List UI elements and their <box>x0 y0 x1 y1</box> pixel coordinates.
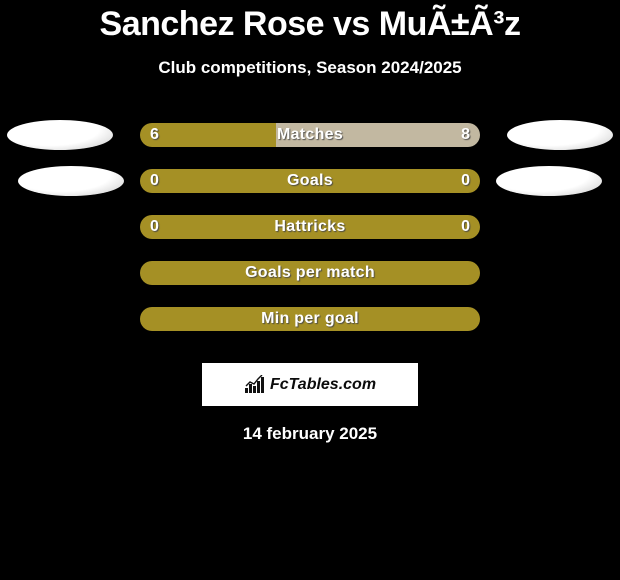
stat-bar: Min per goal <box>140 307 480 331</box>
stats-widget: Sanchez Rose vs MuÃ±Ã³z Club competition… <box>0 0 620 580</box>
player-avatar-right[interactable] <box>507 120 613 150</box>
stats-area: Matches68Goals00Hattricks00Goals per mat… <box>0 123 620 353</box>
stat-label: Matches <box>140 123 480 147</box>
stat-row: Matches6 8 <box>0 123 620 169</box>
subtitle: Club competitions, Season 2024/2025 <box>0 58 620 78</box>
logo-box[interactable]: FcTables.com <box>202 363 418 406</box>
stat-label: Goals per match <box>140 261 480 285</box>
stat-value-right: 0 <box>461 215 470 239</box>
stat-row: Hattricks0 0 <box>0 215 620 261</box>
stat-bar: Hattricks0 0 <box>140 215 480 239</box>
logo-text: FcTables.com <box>270 376 376 394</box>
player-avatar-right[interactable] <box>496 166 602 196</box>
player-avatar-left[interactable] <box>7 120 113 150</box>
stat-label: Hattricks <box>140 215 480 239</box>
stat-value-left: 6 <box>150 123 159 147</box>
stat-bar: Goals per match <box>140 261 480 285</box>
logo-chart-icon <box>244 375 266 395</box>
player-avatar-left[interactable] <box>18 166 124 196</box>
stat-value-left: 0 <box>150 215 159 239</box>
stat-value-right: 8 <box>461 123 470 147</box>
page-title: Sanchez Rose vs MuÃ±Ã³z <box>0 5 620 44</box>
date-line: 14 february 2025 <box>0 424 620 444</box>
stat-value-left: 0 <box>150 169 159 193</box>
stat-row: Goals per match <box>0 261 620 307</box>
stat-value-right: 0 <box>461 169 470 193</box>
stat-label: Min per goal <box>140 307 480 331</box>
stat-label: Goals <box>140 169 480 193</box>
stat-bar: Matches6 8 <box>140 123 480 147</box>
stat-row: Goals0 0 <box>0 169 620 215</box>
stat-bar: Goals0 0 <box>140 169 480 193</box>
stat-row: Min per goal <box>0 307 620 353</box>
